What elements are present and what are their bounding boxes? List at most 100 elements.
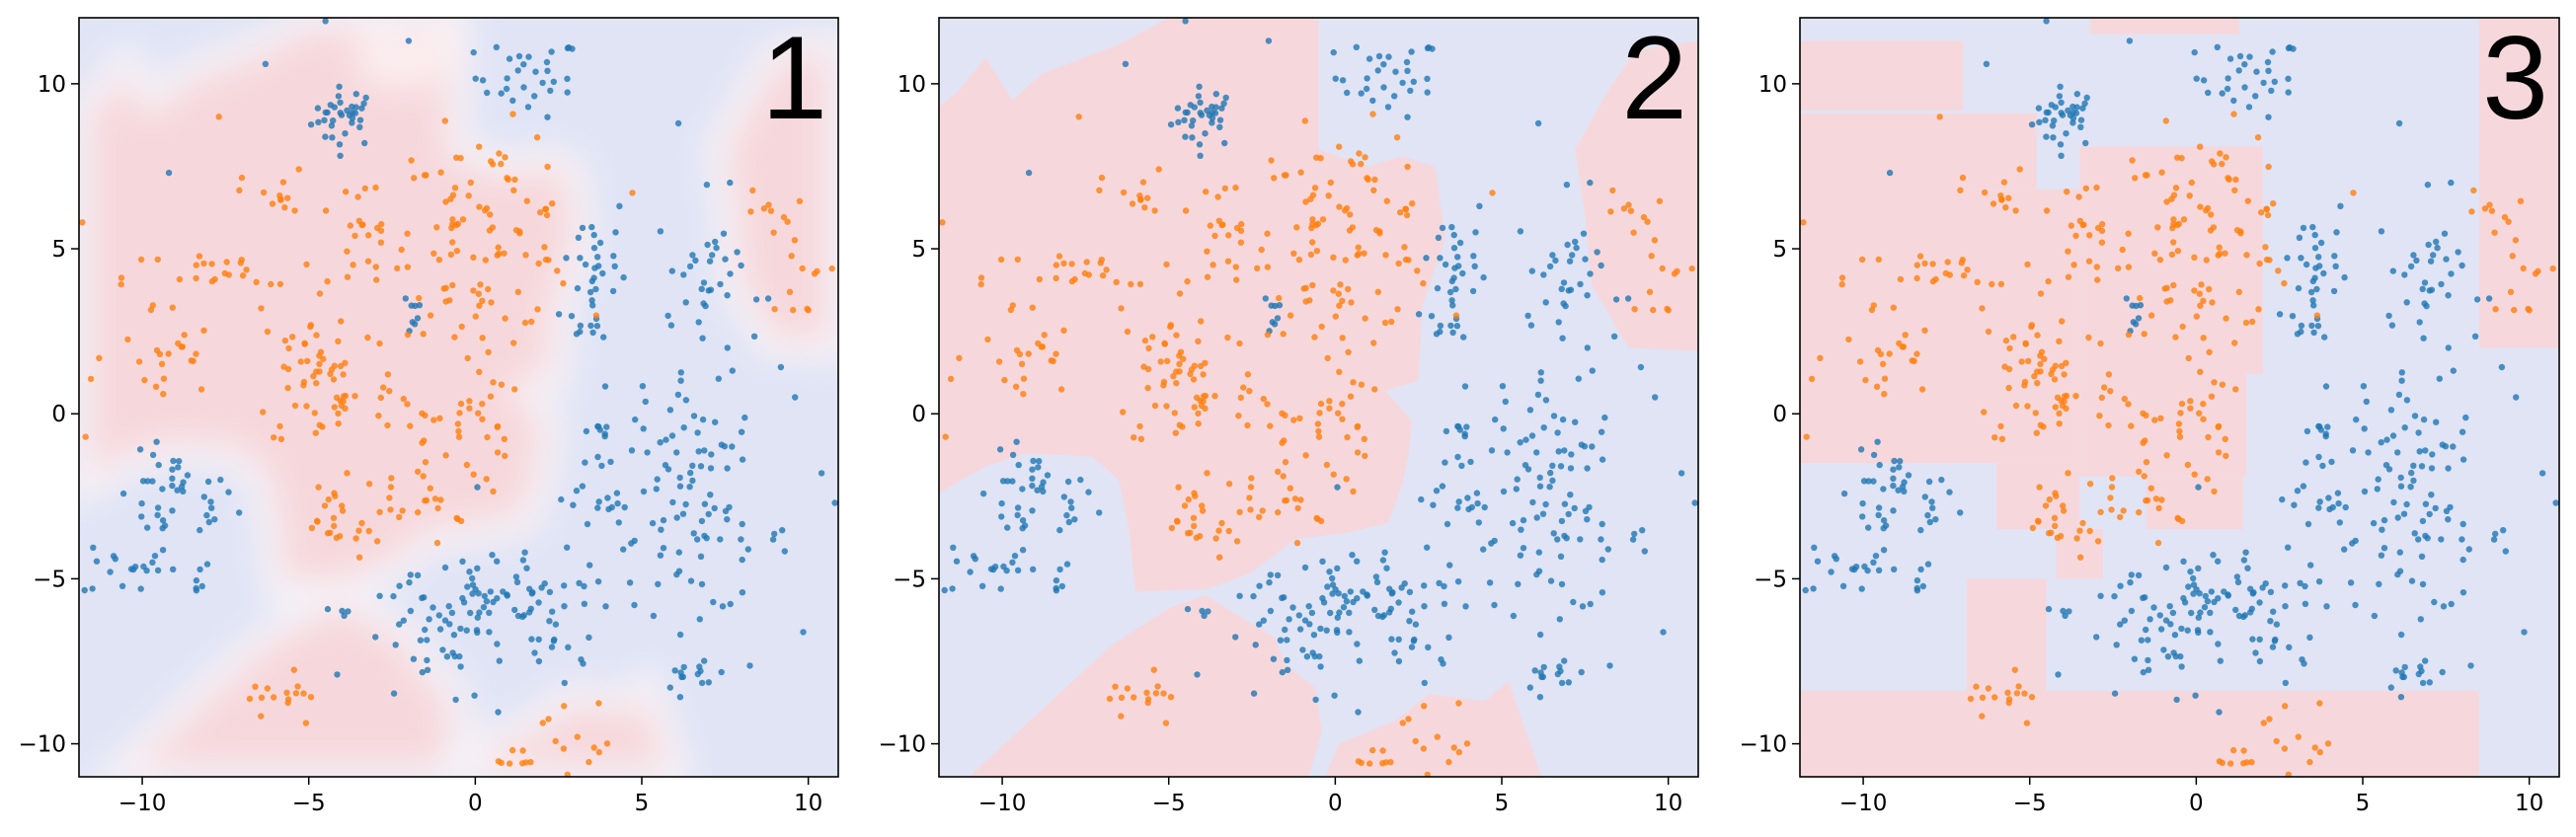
point-class-a — [1539, 510, 1547, 517]
point-class-a — [2438, 536, 2445, 543]
point-class-a — [611, 263, 618, 269]
point-class-b — [1039, 343, 1047, 350]
point-class-b — [427, 485, 433, 492]
point-class-a — [2111, 592, 2118, 600]
point-class-a — [2200, 77, 2208, 84]
point-class-b — [195, 253, 203, 260]
point-class-a — [632, 416, 639, 423]
point-class-a — [1277, 637, 1285, 644]
point-class-b — [1237, 394, 1245, 402]
point-class-b — [328, 366, 336, 373]
point-class-a — [1029, 507, 1036, 514]
point-class-b — [1191, 490, 1198, 496]
point-class-a — [546, 618, 553, 625]
point-class-a — [2303, 261, 2310, 268]
point-class-b — [1800, 219, 1807, 226]
point-class-a — [225, 489, 232, 495]
point-class-a — [1009, 478, 1016, 485]
point-class-b — [2200, 297, 2207, 304]
point-class-b — [423, 496, 430, 504]
point-class-a — [750, 333, 758, 340]
point-class-b — [2512, 237, 2520, 244]
x-tick-label: 5 — [2356, 791, 2371, 816]
point-class-b — [2197, 143, 2204, 150]
point-class-b — [458, 323, 465, 331]
point-class-b — [2056, 338, 2063, 344]
point-class-b — [388, 475, 395, 482]
point-class-b — [2144, 172, 2150, 179]
point-class-a — [676, 474, 683, 482]
point-class-a — [1296, 626, 1304, 633]
point-class-b — [1376, 228, 1383, 235]
point-class-b — [1136, 192, 1143, 199]
point-class-b — [1268, 157, 1275, 164]
point-class-a — [703, 182, 711, 189]
point-class-a — [1891, 457, 1898, 465]
point-class-a — [356, 123, 363, 130]
point-class-a — [1202, 130, 1209, 137]
point-class-a — [2498, 363, 2506, 371]
point-class-b — [297, 358, 304, 365]
point-class-a — [577, 322, 585, 330]
point-class-b — [1402, 205, 1409, 212]
point-class-b — [200, 327, 207, 334]
point-class-b — [1053, 262, 1060, 268]
point-class-b — [79, 219, 86, 226]
point-class-a — [484, 89, 491, 97]
point-class-b — [1339, 416, 1346, 422]
point-class-a — [2097, 592, 2104, 599]
point-class-b — [1118, 305, 1125, 312]
point-class-a — [471, 692, 478, 699]
point-class-b — [1151, 207, 1158, 214]
point-class-b — [1081, 269, 1089, 277]
point-class-b — [2093, 184, 2100, 191]
point-class-a — [1515, 580, 1522, 587]
point-class-a — [2273, 621, 2281, 628]
point-class-a — [705, 510, 712, 518]
point-class-a — [1415, 311, 1423, 318]
point-class-a — [2113, 642, 2120, 648]
point-class-b — [2005, 194, 2012, 201]
point-class-b — [1991, 694, 1998, 701]
point-class-b — [271, 434, 277, 441]
point-class-b — [2099, 220, 2106, 228]
x-tick-label: 10 — [1654, 791, 1682, 816]
point-class-b — [1929, 277, 1937, 285]
point-class-a — [1876, 461, 1883, 469]
point-class-a — [719, 603, 727, 610]
point-class-a — [2247, 585, 2254, 592]
point-class-b — [1014, 256, 1022, 264]
point-class-a — [1859, 499, 1866, 507]
point-class-b — [1362, 315, 1368, 322]
point-class-b — [1420, 745, 1428, 752]
point-class-b — [404, 264, 412, 270]
point-class-b — [2128, 422, 2135, 429]
point-class-b — [511, 176, 518, 184]
point-class-b — [1345, 348, 1352, 355]
point-class-a — [615, 519, 622, 526]
point-class-b — [457, 155, 464, 162]
point-class-a — [1021, 522, 1029, 529]
point-class-a — [203, 561, 211, 568]
region-class-b — [109, 595, 462, 777]
point-class-a — [2294, 331, 2302, 338]
point-class-a — [1572, 418, 1579, 425]
point-class-a — [137, 585, 144, 592]
point-class-b — [1337, 281, 1344, 288]
point-class-b — [2002, 337, 2010, 344]
point-class-b — [1336, 203, 1343, 210]
region-boundary-glow — [355, 18, 469, 91]
point-class-b — [451, 334, 458, 341]
point-class-b — [436, 415, 443, 421]
point-class-b — [451, 185, 459, 191]
point-class-b — [2108, 484, 2116, 491]
point-class-b — [1803, 433, 1810, 440]
point-class-b — [1083, 259, 1090, 266]
point-class-a — [336, 83, 343, 91]
point-class-a — [524, 104, 532, 111]
point-class-b — [2237, 228, 2244, 235]
point-class-a — [2056, 93, 2064, 100]
point-class-a — [2043, 18, 2050, 25]
point-class-a — [1250, 592, 1257, 600]
x-tick-label: −10 — [978, 791, 1027, 816]
